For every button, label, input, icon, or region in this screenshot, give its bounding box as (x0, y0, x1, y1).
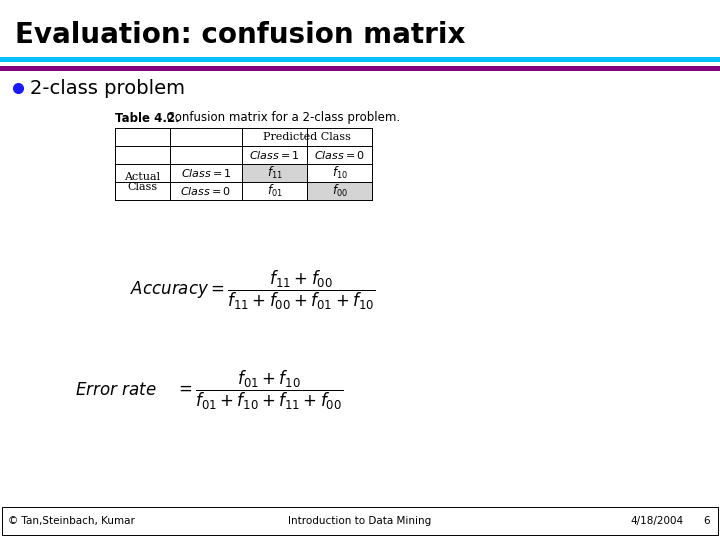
Text: © Tan,Steinbach, Kumar: © Tan,Steinbach, Kumar (8, 516, 135, 526)
Bar (0, 66, 720, 71)
Text: Class: Class (127, 182, 158, 192)
Text: 6: 6 (703, 516, 710, 526)
Bar (0, 62, 720, 66)
Text: 4/18/2004: 4/18/2004 (630, 516, 683, 526)
Text: $f_{11}$: $f_{11}$ (266, 165, 282, 181)
Text: Actual: Actual (125, 172, 161, 182)
Text: $\mathit{Class} = 1$: $\mathit{Class} = 1$ (181, 167, 231, 179)
Text: $\mathit{Accuracy} = \dfrac{f_{11} + f_{00}}{f_{11} + f_{00} + f_{01} + f_{10}}$: $\mathit{Accuracy} = \dfrac{f_{11} + f_{… (130, 268, 375, 312)
Text: $\mathit{Error\ rate}$: $\mathit{Error\ rate}$ (75, 381, 157, 399)
Text: $\mathit{Class} = 1$: $\mathit{Class} = 1$ (249, 149, 300, 161)
Text: $f_{10}$: $f_{10}$ (331, 165, 348, 181)
Bar (307, 182, 372, 200)
Bar (242, 164, 307, 182)
Text: $f_{00}$: $f_{00}$ (331, 183, 348, 199)
Bar (2, 507, 718, 535)
Bar (0, 57, 720, 62)
Text: Introduction to Data Mining: Introduction to Data Mining (289, 516, 431, 526)
Text: $\mathit{Class} = 0$: $\mathit{Class} = 0$ (314, 149, 365, 161)
Text: Confusion matrix for a 2-class problem.: Confusion matrix for a 2-class problem. (159, 111, 400, 125)
Text: $= \dfrac{f_{01} + f_{10}}{f_{01} + f_{10} + f_{11} + f_{00}}$: $= \dfrac{f_{01} + f_{10}}{f_{01} + f_{1… (175, 368, 343, 411)
Text: Predicted Class: Predicted Class (263, 132, 351, 142)
Text: $f_{01}$: $f_{01}$ (266, 183, 282, 199)
Text: Evaluation: confusion matrix: Evaluation: confusion matrix (15, 21, 465, 49)
Text: $\mathit{Class} = 0$: $\mathit{Class} = 0$ (181, 185, 232, 197)
Text: Table 4.2.: Table 4.2. (115, 111, 180, 125)
Text: 2-class problem: 2-class problem (30, 78, 185, 98)
